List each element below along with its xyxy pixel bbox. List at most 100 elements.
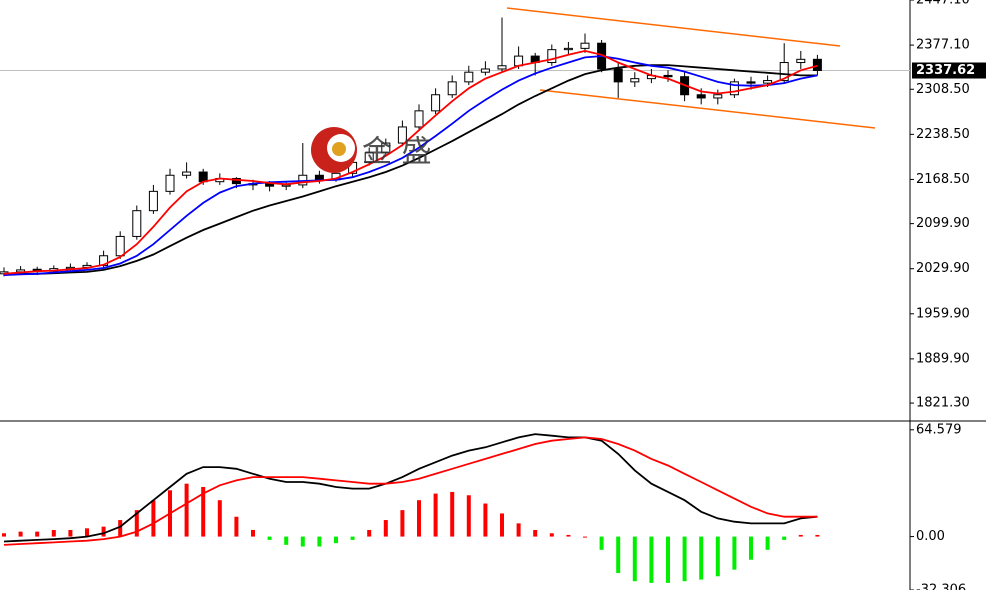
histogram-bar [151,500,156,537]
candle-body [182,171,192,176]
indicator-line [3,49,818,275]
candle-body [165,174,175,192]
candle-body [497,65,507,70]
y-tick-label: 2238.50 [916,127,970,142]
candle-body [563,47,573,51]
logo-dot [332,142,346,156]
candle-body [381,142,391,154]
histogram-bar [533,529,538,537]
histogram-bar [51,529,56,537]
histogram-bar [317,536,322,547]
y-tick-label: 1821.30 [916,396,970,411]
histogram-bar [217,500,222,537]
channel-upper [506,7,841,47]
histogram-bar [367,529,372,537]
histogram-bar [632,536,637,582]
candle-body [314,174,324,181]
y-tick-label: 2099.90 [916,216,970,231]
y-tick-label: 2168.50 [916,172,970,187]
histogram-bar [732,536,737,570]
histogram-bar [251,529,255,537]
histogram-bar [284,536,289,545]
watermark: 金 盛 [311,127,432,173]
y-tick-label: 2029.90 [916,261,970,276]
candle-body [746,81,756,84]
histogram-bar [715,536,720,577]
indicator-line [3,436,818,546]
candle-body [547,49,557,64]
candle-body [580,42,590,49]
histogram-bar [134,510,139,537]
histogram-bar [35,531,40,537]
y-tick-label: -32.306 [916,583,966,590]
histogram-bar [500,513,504,537]
y-tick-label: 2447.10 [916,0,970,8]
histogram-bar [815,534,820,537]
y-tick-label: 64.579 [916,422,962,437]
histogram-bar [300,536,305,547]
histogram-bar [2,533,6,537]
candle-body [480,68,490,73]
histogram-bar [782,536,787,540]
channel-lower [539,89,876,129]
candle-body [713,94,723,99]
candle-body [148,190,158,212]
histogram-bar [616,536,621,573]
histogram-bar [666,536,670,583]
candle-body [812,58,822,72]
histogram-bar [68,529,73,537]
candle-body [763,80,773,84]
candle-body [514,55,524,67]
histogram-bar [699,536,704,580]
candle-body [115,235,125,257]
y-tick-label: 1889.90 [916,351,970,366]
indicator-line [3,433,818,543]
indicator-line [4,64,818,275]
candle-body [447,81,457,96]
histogram-bar [466,495,471,537]
histogram-bar [583,536,587,538]
histogram-bar [599,536,604,550]
histogram-bar [417,500,421,537]
histogram-bar [749,536,753,560]
histogram-bar [483,503,488,537]
last-price-label: 2337.62 [916,63,975,78]
histogram-bar [433,493,438,537]
histogram-bar [400,510,405,537]
histogram-bar [549,533,554,537]
histogram-bar [682,536,687,582]
histogram-bar [267,536,272,540]
histogram-bar [765,536,770,550]
last-price-box [912,62,986,79]
candle-body [414,110,424,128]
histogram-bar [18,531,23,537]
histogram-bar [798,534,803,537]
y-tick-label: 2377.10 [916,38,970,53]
candle-body [779,62,789,82]
histogram-bar [383,520,388,537]
indicator-line [3,55,818,276]
histogram-bar [450,491,455,537]
candle-body [431,94,441,112]
histogram-bar [184,483,189,537]
candle-body [613,68,623,83]
candle-body [397,126,407,144]
y-tick-label: 0.00 [916,529,945,544]
histogram-bar [350,536,355,540]
histogram-bar [85,528,89,537]
histogram-bar [101,526,106,537]
candle-body [364,152,374,163]
candle-body [663,74,673,78]
watermark-text: 金 盛 [362,135,432,170]
histogram-bar [234,516,239,537]
histogram-bar [649,536,654,583]
candle-body [729,81,739,96]
candle-body [132,210,142,237]
candle-body [796,58,806,64]
histogram-bar [201,486,206,537]
y-tick-label: 2308.50 [916,82,970,97]
candle-body [231,177,241,185]
histogram-bar [566,534,571,537]
